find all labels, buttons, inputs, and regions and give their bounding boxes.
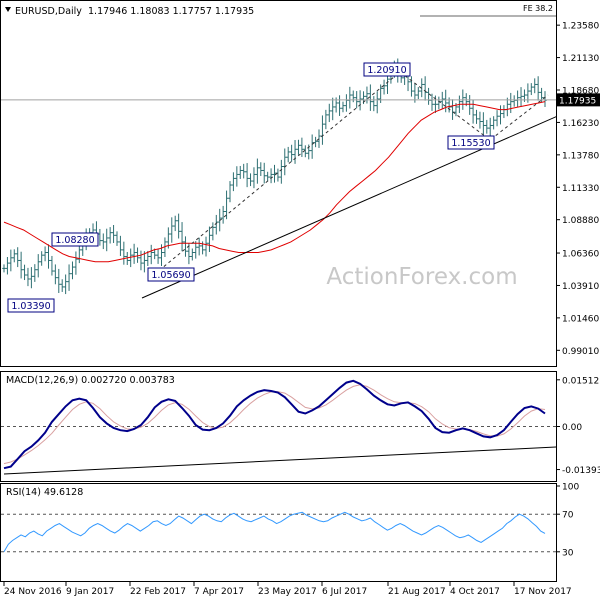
macd-trendline	[3, 446, 556, 475]
x-axis-label: 6 Jul 2017	[322, 587, 367, 597]
macd-y-tick-label: -0.013938	[562, 466, 600, 476]
price-y-tick-label: 1.13780	[562, 151, 599, 161]
price-y-tick-label: 1.16230	[562, 119, 599, 129]
x-axis-label: 21 Aug 2017	[388, 587, 446, 597]
moving-average-line	[3, 101, 546, 263]
current-price-label: 1.17935	[559, 96, 596, 106]
symbol-label: EURUSD,Daily	[15, 6, 82, 17]
price-panel	[0, 0, 557, 367]
level-annotation-label: 1.08280	[55, 235, 94, 246]
price-y-tick-label: 1.23580	[562, 22, 599, 32]
rsi-y-tick-label: 70	[562, 511, 574, 521]
x-axis-label: 24 Nov 2016	[4, 587, 62, 597]
price-y-tick-label: 1.18680	[562, 87, 599, 97]
x-axis-label: 17 Nov 2017	[514, 587, 572, 597]
current-price-box	[557, 93, 600, 107]
level-annotation-label: 1.20910	[367, 65, 406, 76]
price-y-tick-label: 1.03910	[562, 282, 599, 292]
swing-projection-line	[149, 71, 549, 279]
x-axis-label: 7 Apr 2017	[194, 587, 244, 597]
level-annotation-label: 1.05690	[151, 270, 190, 281]
watermark: ActionForex.com	[326, 264, 517, 290]
rsi-panel	[0, 483, 557, 582]
level-annotation-label: 1.03390	[11, 301, 50, 312]
rsi-line	[3, 511, 546, 553]
dropdown-triangle-icon[interactable]	[5, 7, 11, 12]
price-y-tick-label: 1.06360	[562, 250, 599, 260]
rsi-y-tick-label: 100	[562, 483, 579, 493]
price-y-tick-label: 1.11330	[562, 184, 599, 194]
rsi-title: RSI(14) 49.6128	[6, 487, 83, 498]
level-annotation-box	[7, 298, 55, 313]
price-y-tick-label: 1.21130	[562, 54, 599, 64]
macd-line	[3, 379, 546, 470]
rsi-y-tick-label: 30	[562, 548, 574, 558]
x-axis-label: 9 Jan 2017	[66, 587, 114, 597]
level-annotation-box	[363, 62, 411, 77]
macd-y-tick-label: 0.01512	[562, 376, 599, 386]
x-axis-label: 22 Feb 2017	[130, 587, 186, 597]
x-axis-label: 4 Oct 2017	[450, 587, 500, 597]
price-y-tick-label: 0.99010	[562, 347, 599, 357]
price-y-tick-label: 1.08880	[562, 216, 599, 226]
x-axis-label: 23 May 2017	[258, 587, 317, 597]
indicator-tag: FE 38.2	[523, 4, 553, 13]
price-y-tick-label: 1.01460	[562, 314, 599, 324]
quote-values: 1.17946 1.18083 1.17757 1.17935	[88, 6, 254, 17]
level-annotation-label: 1.15530	[451, 138, 490, 149]
level-annotation-box	[147, 267, 195, 282]
macd-y-tick-label: 0.00	[562, 423, 582, 433]
level-annotation-box	[447, 135, 495, 150]
macd-title: MACD(12,26,9) 0.002720 0.003783	[6, 375, 175, 386]
level-annotation-box	[51, 232, 99, 247]
